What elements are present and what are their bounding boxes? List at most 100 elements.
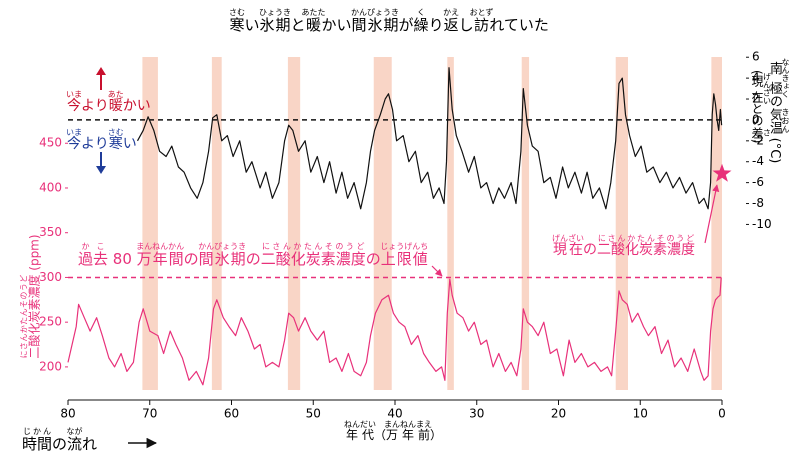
furigana: ねんだい	[343, 420, 376, 429]
ruby-group: 間氷期かんぴょうき	[198, 242, 247, 268]
ruby-group: 間氷期かんぴょうき	[351, 8, 400, 34]
y-tick-label: 450	[39, 136, 62, 150]
furigana: まんねんかん	[136, 242, 185, 251]
text-segment: かい	[321, 16, 352, 34]
ruby-base: 時間	[22, 435, 53, 453]
ruby-group: 訪おとず	[470, 8, 494, 34]
series-line	[136, 67, 723, 210]
ruby-group: 南極 なんきょく	[767, 58, 790, 98]
x-tick-label: 10	[633, 407, 648, 421]
furigana: あたた	[301, 8, 326, 17]
text-segment: の	[767, 94, 782, 108]
text-segment: の	[365, 250, 381, 268]
text-segment: (ppm)	[27, 234, 42, 275]
text-segment: （	[373, 428, 386, 442]
ruby-group: 万年前まんねんまえ	[384, 420, 432, 442]
ruby-group: 今いま	[66, 90, 82, 114]
interglacial-band	[142, 57, 158, 390]
furigana: なが	[66, 427, 83, 436]
furigana: かんぴょうき	[351, 8, 400, 17]
furigana: じかん	[22, 427, 53, 436]
ruby-group: 二酸化炭素濃度にさんかたんそのうど	[20, 274, 42, 359]
ruby-base: 南極	[767, 58, 782, 98]
furigana: げんざい	[552, 234, 584, 243]
x-tick-label: 20	[551, 407, 566, 421]
ruby-base: 寒	[107, 136, 124, 152]
ruby-group: 返かえ	[443, 8, 459, 34]
furigana: さ	[762, 126, 772, 139]
interglacial-band	[447, 57, 454, 390]
y-tick-label: 200	[39, 359, 62, 373]
ruby-base: 氷期	[259, 16, 291, 34]
furigana: かんぴょうき	[198, 242, 247, 251]
y-tick-label: 300	[39, 270, 62, 284]
x-tick-label: 50	[306, 407, 321, 421]
text-segment: と	[290, 16, 306, 34]
time-flow-label: 時間じかんの流ながれ	[22, 427, 97, 452]
text-segment: )	[750, 138, 764, 144]
ruby-base: 間氷期	[351, 16, 400, 34]
y2-tick-label: -10	[752, 217, 772, 231]
bands	[142, 57, 722, 390]
furigana: さむ	[228, 8, 245, 17]
text-segment: れていた	[489, 16, 549, 34]
ruby-base: 万年間	[136, 250, 185, 268]
text-segment: し	[458, 16, 474, 34]
y2-axis-title: 南極 なんきょくの気温 きおん (°C)	[767, 58, 790, 163]
annotation-arrow	[431, 265, 443, 277]
text-segment: より	[81, 136, 109, 152]
furigana: いま	[66, 90, 82, 99]
ruby-group: 万年間まんねんかん	[136, 242, 185, 268]
text-segment: (	[750, 70, 764, 75]
ruby-base: 現在	[750, 72, 764, 105]
furigana: にさんかたんそのうど	[260, 242, 366, 251]
ruby-base: 年代	[343, 428, 376, 442]
interglacial-band	[711, 57, 722, 390]
ruby-base: 現在	[552, 242, 584, 258]
furigana: あた	[107, 90, 124, 99]
furigana: まんねんまえ	[383, 420, 432, 429]
ruby-group: 暖あたた	[302, 8, 326, 34]
furigana: かえ	[443, 8, 460, 17]
ruby-base: 間氷期	[198, 250, 247, 268]
colder-label: 今いまより寒さむい	[66, 128, 137, 151]
ruby-group: 上限値じょうげんち	[380, 242, 428, 268]
y2-tick-label: -2	[752, 133, 764, 147]
ruby-group: 二酸化炭素濃度にさんかたんそのうど	[597, 234, 695, 258]
ruby-group: 年代ねんだい	[343, 420, 376, 442]
ruby-base: 今	[66, 136, 82, 152]
ruby-group: 暖あた	[107, 90, 124, 114]
ruby-group: 過去かこ	[78, 242, 109, 268]
y2-tick-label: 2	[752, 92, 760, 106]
furigana: じょうげんち	[380, 242, 429, 251]
ruby-group: 気温 きおん	[767, 108, 790, 134]
y-tick-label: 400	[39, 180, 62, 194]
ruby-base: 訪	[469, 16, 494, 34]
ruby-base: 二酸化炭素濃度	[597, 242, 695, 258]
ruby-base: 差	[750, 126, 764, 139]
text-segment: の	[245, 250, 261, 268]
text-segment: の	[583, 242, 597, 258]
y-tick-label: 350	[39, 225, 62, 239]
warm-arrow-head	[96, 67, 106, 75]
y2-tick-label: -8	[752, 196, 764, 210]
current-label: 現在げんざいの二酸化炭素濃度にさんかたんそのうど	[552, 234, 695, 257]
furigana: おとず	[469, 8, 494, 17]
ruby-base: 二酸化炭素濃度	[27, 274, 42, 359]
ruby-base: 暖	[107, 98, 124, 114]
furigana: かこ	[78, 242, 109, 251]
ruby-base: 寒	[228, 16, 245, 34]
interglacial-band	[287, 57, 301, 390]
furigana: げんざい	[762, 72, 772, 105]
ruby-group: 繰く	[414, 8, 429, 34]
text-segment: の	[52, 435, 68, 453]
x-tick-label: 60	[224, 407, 239, 421]
text-segment: り	[428, 16, 444, 34]
furigana: ひょうき	[259, 8, 291, 17]
ruby-base: 過去	[78, 250, 109, 268]
furigana: さむ	[107, 128, 124, 137]
x-axis-title: 年代ねんだい（万年前まんねんまえ）	[0, 420, 786, 441]
furigana: にさんかたんそのうど	[597, 234, 695, 243]
ruby-group: 今いま	[66, 128, 82, 152]
plot	[67, 67, 732, 386]
